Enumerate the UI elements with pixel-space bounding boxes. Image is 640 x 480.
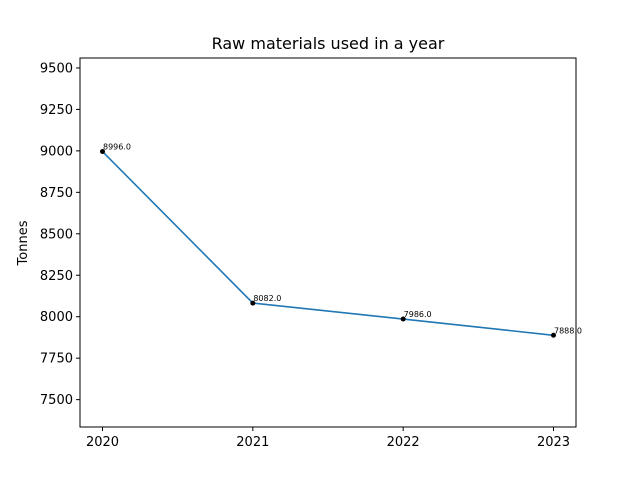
x-tick-label: 2021 bbox=[236, 435, 269, 450]
y-tick-label: 8000 bbox=[40, 310, 73, 325]
x-tick-label: 2022 bbox=[387, 435, 420, 450]
y-tick-label: 9500 bbox=[40, 61, 73, 76]
data-label: 8996.0 bbox=[103, 143, 131, 152]
plot-area: 7500 7750 8000 8250 8500 8750 9000 9250 9500 2020… bbox=[40, 57, 582, 450]
y-axis-label: Tonnes bbox=[16, 220, 31, 266]
y-tick-label: 9250 bbox=[40, 103, 73, 118]
series-line bbox=[101, 150, 554, 337]
x-tick-label: 2023 bbox=[537, 435, 570, 450]
data-label: 8082.0 bbox=[253, 294, 281, 303]
y-tick-label: 9000 bbox=[40, 144, 73, 159]
data-point bbox=[250, 300, 256, 306]
x-tick-label: 2020 bbox=[86, 435, 119, 450]
data-point bbox=[100, 149, 105, 155]
data-point bbox=[551, 332, 556, 338]
y-tick-label: 8750 bbox=[40, 186, 73, 201]
data-point bbox=[400, 316, 406, 322]
data-label: 7888.0 bbox=[554, 326, 582, 335]
y-tick-label: 8250 bbox=[40, 269, 73, 284]
plot-frame bbox=[79, 57, 577, 428]
y-tick-label: 7750 bbox=[40, 352, 73, 367]
y-tick-label: 7500 bbox=[40, 393, 73, 408]
chart-title: Raw materials used in a year bbox=[212, 34, 445, 53]
data-label: 7986.0 bbox=[404, 310, 432, 319]
y-tick-label: 8500 bbox=[40, 227, 73, 242]
